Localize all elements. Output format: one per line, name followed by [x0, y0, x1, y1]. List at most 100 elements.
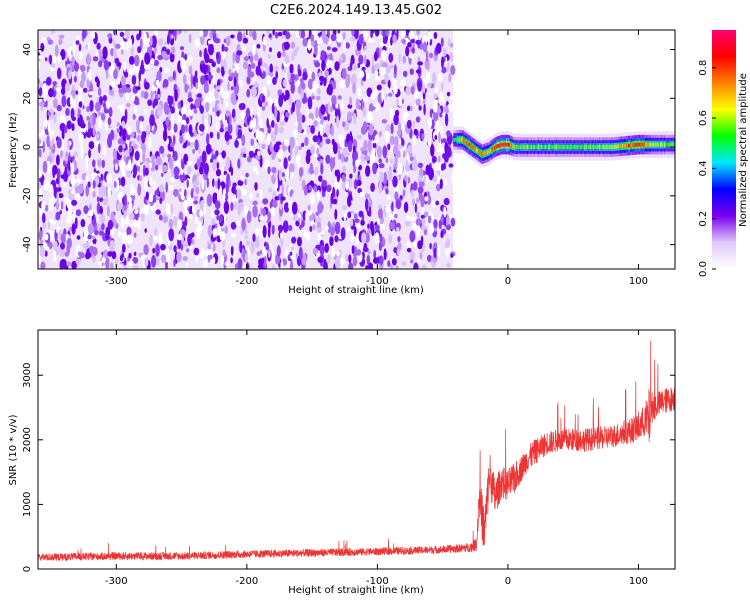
- noise-speckle: [134, 150, 140, 161]
- ridge-cell: [573, 145, 575, 150]
- noise-speckle: [443, 206, 447, 218]
- ridge-cell: [539, 145, 541, 150]
- noise-speckle: [378, 181, 383, 194]
- noise-speckle: [266, 118, 270, 129]
- noise-region: [38, 30, 456, 269]
- noise-speckle: [180, 169, 184, 175]
- ridge-cell: [543, 145, 546, 150]
- ridge-cell: [534, 145, 536, 150]
- noise-speckle: [85, 174, 89, 182]
- ridge-cell: [586, 145, 588, 150]
- noise-speckle: [125, 87, 132, 93]
- noise-speckle: [316, 147, 320, 156]
- ridge-cell: [491, 147, 493, 152]
- noise-speckle: [450, 217, 456, 227]
- noise-speckle: [212, 228, 217, 238]
- noise-speckle: [54, 44, 59, 57]
- ridge-cell: [659, 142, 661, 147]
- noise-speckle: [281, 183, 284, 196]
- noise-speckle: [446, 215, 450, 226]
- noise-speckle: [53, 250, 57, 262]
- ridge-cell: [636, 142, 638, 147]
- noise-speckle: [179, 46, 185, 51]
- ridge-cell: [600, 145, 602, 150]
- noise-speckle: [223, 200, 230, 214]
- noise-speckle: [446, 91, 451, 97]
- noise-speckle: [422, 83, 426, 94]
- ridge-cell: [588, 145, 590, 150]
- noise-speckle: [410, 216, 415, 221]
- noise-speckle: [438, 219, 442, 230]
- noise-speckle: [128, 252, 132, 259]
- noise-speckle: [424, 58, 430, 70]
- ridge-cell: [569, 145, 571, 150]
- noise-speckle: [427, 31, 431, 44]
- noise-speckle: [366, 228, 372, 235]
- noise-speckle: [284, 54, 290, 65]
- noise-speckle: [274, 196, 280, 201]
- noise-speckle: [96, 134, 99, 139]
- noise-speckle: [433, 32, 438, 39]
- noise-speckle: [441, 81, 444, 92]
- noise-speckle: [228, 134, 232, 140]
- noise-speckle: [98, 143, 101, 154]
- noise-speckle: [379, 223, 385, 230]
- noise-speckle: [129, 68, 135, 76]
- noise-speckle: [363, 97, 368, 103]
- noise-speckle: [141, 131, 146, 144]
- noise-speckle: [307, 78, 314, 90]
- noise-speckle: [192, 148, 196, 154]
- ridge-cell: [547, 145, 549, 150]
- noise-speckle: [273, 143, 280, 153]
- noise-speckle: [332, 198, 338, 205]
- noise-speckle: [318, 153, 321, 162]
- noise-speckle: [222, 249, 226, 258]
- noise-speckle: [92, 190, 96, 198]
- noise-speckle: [56, 67, 62, 80]
- noise-speckle: [60, 174, 65, 179]
- noise-speckle: [362, 247, 369, 253]
- noise-speckle: [227, 123, 233, 135]
- noise-speckle: [70, 107, 75, 120]
- noise-speckle: [99, 96, 103, 106]
- noise-speckle: [135, 119, 141, 129]
- noise-speckle: [48, 128, 55, 136]
- ridge-cell: [619, 144, 621, 149]
- noise-speckle: [431, 200, 437, 208]
- noise-speckle: [116, 77, 121, 85]
- noise-speckle: [85, 154, 90, 162]
- noise-speckle: [368, 197, 373, 210]
- noise-speckle: [372, 162, 377, 175]
- ridge-cell: [530, 145, 532, 150]
- noise-speckle: [44, 233, 49, 241]
- noise-speckle: [80, 145, 84, 159]
- noise-speckle: [191, 232, 195, 238]
- ridge-cell: [670, 142, 672, 147]
- noise-speckle: [339, 80, 346, 89]
- noise-speckle: [131, 94, 135, 102]
- noise-speckle: [397, 241, 402, 251]
- noise-speckle: [315, 211, 320, 216]
- noise-speckle: [103, 59, 110, 71]
- noise-speckle: [60, 232, 66, 244]
- noise-speckle: [394, 136, 399, 148]
- noise-speckle: [208, 91, 213, 105]
- noise-speckle: [254, 81, 259, 88]
- noise-speckle: [132, 113, 136, 120]
- noise-speckle: [259, 189, 263, 201]
- noise-speckle: [40, 42, 45, 52]
- noise-speckle: [50, 30, 56, 34]
- ridge-cell: [562, 145, 564, 150]
- noise-speckle: [262, 62, 268, 68]
- noise-speckle: [126, 103, 131, 108]
- noise-speckle: [73, 151, 78, 158]
- noise-speckle: [257, 104, 261, 117]
- noise-speckle: [360, 219, 365, 226]
- ridge-cell: [587, 145, 589, 150]
- ridge-cell: [662, 142, 665, 147]
- ridge-cell: [476, 148, 478, 153]
- noise-speckle: [325, 124, 331, 136]
- noise-speckle: [332, 47, 338, 52]
- ridge-cell: [555, 145, 557, 150]
